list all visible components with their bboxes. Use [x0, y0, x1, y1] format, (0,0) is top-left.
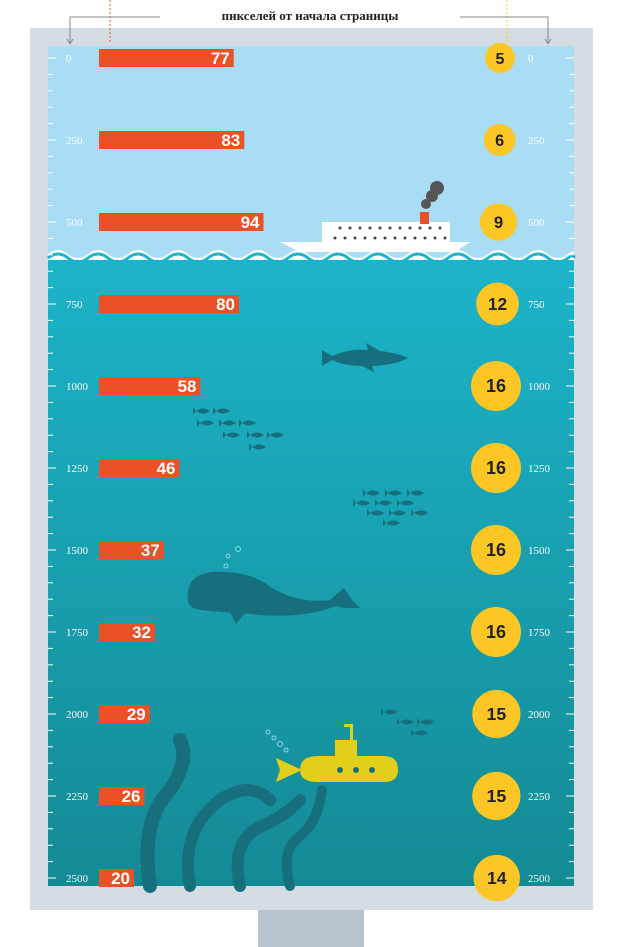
- bar: [99, 377, 201, 395]
- ship-icon: [280, 181, 470, 252]
- fish-school-icon: [193, 407, 284, 451]
- bar: [99, 787, 145, 805]
- bar-value-label: 77: [211, 49, 230, 68]
- bar-value-label: 20: [111, 869, 130, 888]
- whale-icon: [187, 571, 360, 624]
- tick-label-left: 1750: [66, 627, 89, 639]
- submarine-icon: [276, 724, 398, 782]
- tick-label-right: 250: [528, 135, 545, 147]
- dot-value-label: 15: [486, 704, 506, 724]
- dot-value-label: 6: [495, 132, 504, 150]
- bar-value-label: 94: [241, 213, 260, 232]
- tick-label-right: 2250: [528, 791, 551, 803]
- bubbles: [223, 546, 289, 753]
- bar-value-label: 58: [178, 377, 197, 396]
- screen-stand: [258, 910, 364, 947]
- bar-value-label: 46: [157, 459, 176, 478]
- bar: [99, 295, 239, 313]
- tick-label-left: 1500: [66, 545, 89, 557]
- shark-icon: [322, 343, 408, 372]
- dot: [476, 282, 519, 326]
- tick-label-right: 1000: [528, 381, 551, 393]
- bar-value-label: 37: [141, 541, 160, 560]
- dot-value-label: 12: [488, 294, 507, 314]
- dot-value-label: 16: [486, 458, 506, 478]
- tick-label-left: 500: [66, 217, 83, 229]
- dot-series: 5 6 9 12 16 16 16 16 15 15 14: [471, 43, 521, 902]
- tick-label-left: 0: [66, 53, 72, 65]
- bar-value-label: 29: [127, 705, 146, 724]
- dot: [479, 203, 518, 241]
- dot: [473, 854, 520, 902]
- wave-line: [48, 250, 574, 260]
- fish-school-icon: [381, 708, 434, 737]
- wave-crest: [47, 252, 576, 264]
- tick-label-left: 750: [66, 299, 83, 311]
- tick-label-right: 750: [528, 299, 545, 311]
- tick-label-right: 1750: [528, 627, 551, 639]
- tick-label-right: 1500: [528, 545, 551, 557]
- bar-value-label: 80: [216, 295, 235, 314]
- tick-label-left: 2000: [66, 709, 89, 721]
- dot: [471, 525, 521, 575]
- fish-school-icon: [353, 489, 428, 527]
- tick-label-left: 1000: [66, 381, 89, 393]
- bar: [99, 213, 264, 231]
- tick-label-left: 250: [66, 135, 83, 147]
- dot: [471, 361, 521, 411]
- dot-value-label: 5: [496, 51, 505, 68]
- tick-label-right: 1250: [528, 463, 551, 475]
- tentacles-icon: [140, 733, 327, 893]
- tick-labels-left: 0 250 500 750 1000 1250 1500 1750 2000 2250 2500: [66, 53, 89, 885]
- bar-value-label: 32: [132, 623, 151, 642]
- tick-label-right: 2000: [528, 709, 551, 721]
- tick-label-right: 2500: [528, 873, 551, 885]
- dot: [485, 43, 515, 73]
- bar-value-label: 26: [122, 787, 141, 806]
- dot: [471, 607, 521, 657]
- dot: [472, 689, 521, 739]
- tick-label-left: 2250: [66, 791, 89, 803]
- tick-label-left: 1250: [66, 463, 89, 475]
- bar-series: 77 83 94 80 58 46 37 32 29 26 20: [99, 49, 264, 888]
- bar: [99, 459, 180, 477]
- dot: [471, 443, 521, 493]
- dot-value-label: 9: [494, 213, 503, 232]
- bar: [99, 131, 245, 149]
- dot-value-label: 16: [486, 540, 506, 560]
- bar: [99, 49, 234, 67]
- bar-value-label: 83: [221, 131, 240, 150]
- tick-label-right: 500: [528, 217, 545, 229]
- dot-value-label: 16: [486, 376, 506, 396]
- tick-label-left: 2500: [66, 873, 89, 885]
- dot-value-label: 14: [487, 868, 507, 888]
- ruler-ticks: [48, 57, 574, 879]
- bar: [99, 705, 150, 723]
- dot-value-label: 15: [486, 786, 506, 806]
- dot: [472, 771, 521, 821]
- axis-caption: пикселей от начала страницы: [160, 8, 460, 24]
- tick-labels-right: 0 250 500 750 1000 1250 1500 1750 2000 2250 2500: [528, 53, 551, 885]
- tick-label-right: 0: [528, 53, 534, 65]
- dot: [483, 124, 516, 156]
- dot-value-label: 16: [486, 622, 506, 642]
- bar: [99, 541, 164, 559]
- bar: [99, 869, 134, 887]
- bar: [99, 623, 155, 641]
